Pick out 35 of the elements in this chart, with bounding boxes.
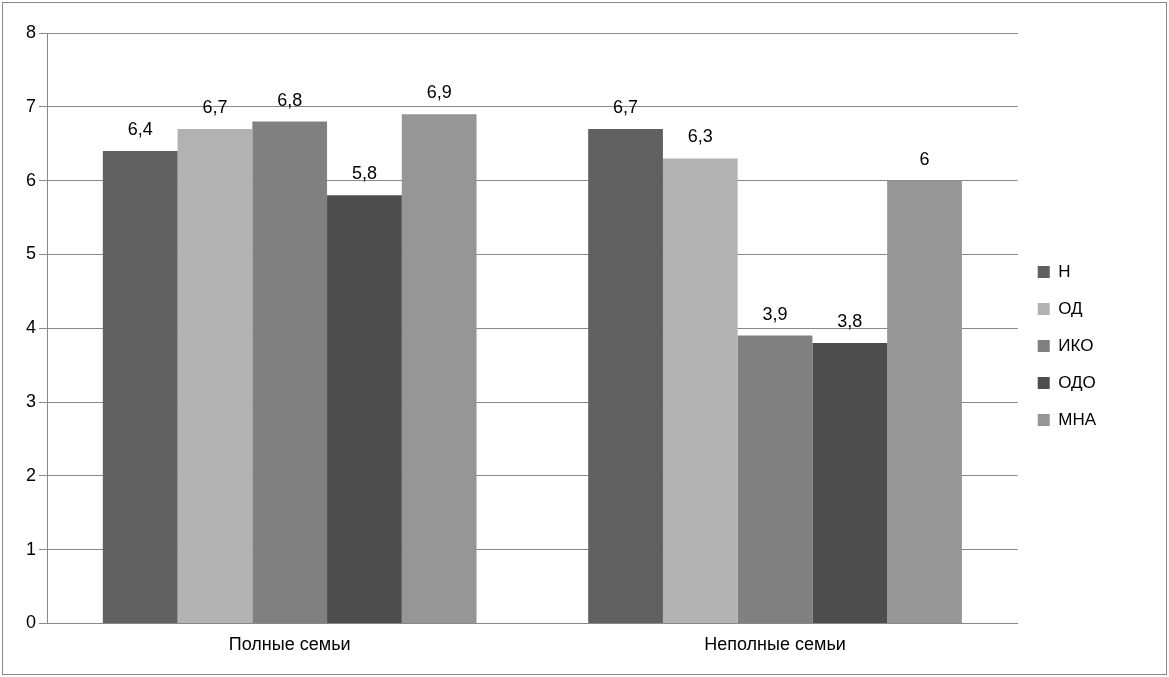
data-label: 6,9 bbox=[426, 82, 452, 103]
legend-label: Н bbox=[1058, 261, 1071, 281]
data-label: 6,8 bbox=[277, 89, 303, 110]
y-tick-label: 8 bbox=[26, 21, 37, 42]
bar bbox=[327, 195, 402, 623]
data-label: 5,8 bbox=[351, 163, 377, 184]
bar bbox=[812, 342, 888, 623]
bar bbox=[588, 128, 663, 623]
legend-label: ОДО bbox=[1058, 372, 1096, 392]
data-label: 6,4 bbox=[127, 119, 153, 140]
y-tick-label: 6 bbox=[26, 169, 37, 190]
bar bbox=[177, 128, 253, 623]
y-tick-label: 0 bbox=[26, 612, 37, 633]
bar bbox=[102, 151, 178, 623]
y-tick-label: 4 bbox=[26, 317, 37, 338]
y-tick-label: 3 bbox=[26, 390, 37, 411]
legend-label: ИКО bbox=[1058, 335, 1094, 355]
data-label: 3,9 bbox=[762, 303, 788, 324]
legend-label: ОД bbox=[1058, 298, 1084, 318]
bar bbox=[662, 158, 738, 623]
y-tick-label: 2 bbox=[26, 464, 37, 485]
legend-label: МНА bbox=[1058, 409, 1097, 429]
data-label: 3,8 bbox=[837, 310, 863, 331]
bar bbox=[401, 114, 477, 623]
y-tick-label: 5 bbox=[26, 243, 37, 264]
data-label: 6 bbox=[919, 148, 930, 169]
data-label: 6,7 bbox=[202, 96, 228, 117]
data-label: 6,7 bbox=[613, 96, 639, 117]
x-tick-label: Полные семьи bbox=[228, 634, 351, 655]
x-tick-label: Неполные семьи bbox=[704, 634, 846, 655]
y-tick-label: 1 bbox=[26, 538, 37, 559]
bar bbox=[737, 335, 813, 623]
data-label: 6,3 bbox=[687, 126, 713, 147]
bar bbox=[887, 180, 962, 623]
y-tick-label: 7 bbox=[26, 95, 37, 116]
